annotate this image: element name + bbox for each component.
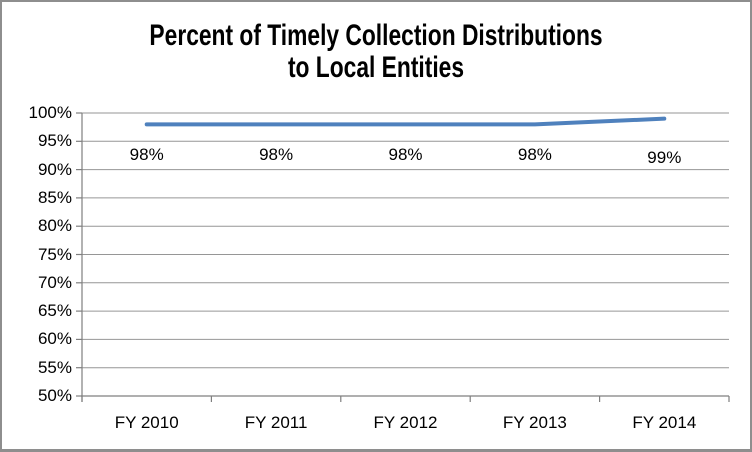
y-axis-label: 50% bbox=[37, 386, 72, 405]
data-label: 98% bbox=[517, 145, 552, 164]
y-axis-label: 70% bbox=[37, 272, 72, 292]
y-axis-label: 55% bbox=[37, 357, 72, 377]
y-axis-label: 95% bbox=[37, 131, 72, 151]
series-line bbox=[144, 116, 667, 127]
data-label: 98% bbox=[259, 145, 294, 164]
y-axis-label: 100% bbox=[28, 103, 72, 122]
y-axis-label: 60% bbox=[37, 329, 72, 349]
y-axis-label: 75% bbox=[37, 244, 72, 264]
x-axis-label: FY 2010 bbox=[114, 413, 179, 432]
y-axis-label: 65% bbox=[37, 301, 72, 321]
chart-title-line-1: Percent of Timely Collection Distributio… bbox=[149, 19, 603, 52]
y-axis-label: 90% bbox=[37, 159, 72, 179]
chart-title: Percent of Timely Collection Distributio… bbox=[2, 20, 750, 84]
data-label: 98% bbox=[129, 145, 164, 164]
data-label: 98% bbox=[388, 145, 423, 164]
chart-title-line-2: to Local Entities bbox=[287, 51, 465, 84]
y-axis-label: 85% bbox=[37, 187, 72, 207]
x-axis-label: FY 2011 bbox=[244, 413, 308, 432]
y-axis-label: 80% bbox=[37, 216, 72, 236]
x-axis-label: FY 2012 bbox=[373, 413, 438, 432]
x-axis-label: FY 2014 bbox=[632, 413, 697, 432]
data-label: 99% bbox=[647, 148, 682, 167]
x-axis-label: FY 2013 bbox=[502, 413, 567, 432]
